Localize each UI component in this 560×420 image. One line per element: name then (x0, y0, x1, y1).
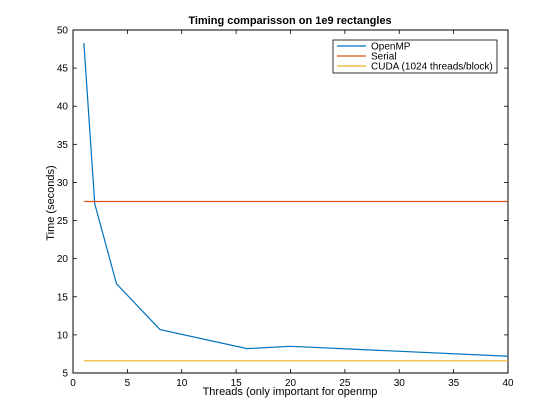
x-tick-label: 5 (125, 378, 131, 389)
y-tick-label: 40 (57, 102, 69, 113)
y-tick-label: 50 (57, 26, 69, 37)
x-axis-label: Threads (only important for openmp (203, 386, 378, 398)
chart-title: Timing comparisson on 1e9 rectangles (188, 15, 391, 27)
legend-label: CUDA (1024 threads/block) (371, 62, 493, 73)
y-tick-label: 45 (57, 64, 69, 75)
x-tick-label: 35 (448, 378, 460, 389)
legend-label: Serial (371, 52, 397, 63)
y-tick-label: 20 (57, 254, 69, 265)
x-tick-label: 30 (394, 378, 406, 389)
y-tick-label: 10 (57, 330, 69, 341)
x-tick-label: 10 (176, 378, 188, 389)
x-tick-label: 15 (231, 378, 243, 389)
x-tick-label: 40 (502, 378, 514, 389)
y-axis-label: Time (seconds) (45, 165, 57, 240)
x-tick-label: 0 (70, 378, 76, 389)
y-tick-label: 15 (57, 292, 69, 303)
y-tick-label: 5 (62, 369, 68, 380)
x-tick-label: 25 (339, 378, 351, 389)
series-line-openmp (83, 42, 509, 357)
y-tick-label: 30 (57, 178, 69, 189)
x-tick-label: 20 (285, 378, 297, 389)
legend-label: OpenMP (371, 42, 411, 53)
y-tick-label: 35 (57, 140, 69, 151)
series-lines (83, 42, 509, 362)
y-tick-label: 25 (57, 216, 69, 227)
